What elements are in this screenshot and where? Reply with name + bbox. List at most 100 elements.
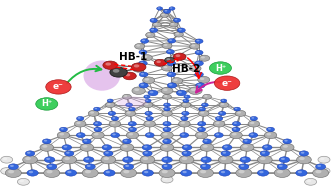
Circle shape [167,83,177,88]
Circle shape [236,168,252,177]
Circle shape [123,145,128,148]
Circle shape [95,128,99,130]
Circle shape [296,170,307,176]
Circle shape [134,64,139,67]
Circle shape [84,140,87,142]
Circle shape [224,146,227,148]
Circle shape [162,157,172,163]
Circle shape [317,165,321,167]
Circle shape [42,145,47,148]
Circle shape [299,157,305,160]
Circle shape [177,28,185,33]
Circle shape [46,158,50,160]
Circle shape [216,133,219,135]
Circle shape [184,95,190,98]
Circle shape [176,33,179,35]
Circle shape [198,76,210,83]
Circle shape [197,168,213,177]
Circle shape [168,50,171,52]
Circle shape [189,87,202,94]
Circle shape [47,164,57,170]
Circle shape [66,152,70,154]
Circle shape [145,133,154,138]
Circle shape [164,103,170,107]
Circle shape [103,61,118,69]
Circle shape [147,33,151,35]
Circle shape [199,107,205,111]
Circle shape [259,171,264,173]
Circle shape [5,168,21,177]
Circle shape [90,112,94,114]
Circle shape [123,139,131,144]
Circle shape [217,117,219,119]
Circle shape [111,116,119,121]
Circle shape [196,83,205,88]
Circle shape [171,23,174,25]
Circle shape [162,14,165,15]
Circle shape [180,133,189,138]
Circle shape [199,122,202,124]
Circle shape [320,169,325,171]
Circle shape [182,171,187,173]
Circle shape [181,102,191,108]
Circle shape [195,72,203,77]
Circle shape [279,165,283,167]
Circle shape [196,62,199,64]
Circle shape [76,116,84,121]
Circle shape [64,157,70,160]
Circle shape [198,110,209,116]
Text: H⁺: H⁺ [41,99,52,108]
Circle shape [95,108,97,109]
Circle shape [126,132,139,139]
Circle shape [219,102,228,108]
Circle shape [178,91,182,93]
Circle shape [201,103,208,107]
Circle shape [260,151,270,156]
Circle shape [201,157,211,163]
Circle shape [169,39,172,41]
Circle shape [87,165,91,167]
Circle shape [168,39,176,43]
Circle shape [165,57,175,63]
Circle shape [1,168,13,174]
Circle shape [264,146,268,148]
Circle shape [162,65,172,71]
Circle shape [198,122,206,126]
Circle shape [104,146,107,148]
Circle shape [222,152,226,154]
Circle shape [203,145,208,148]
Circle shape [192,66,196,69]
Circle shape [165,108,167,109]
Circle shape [176,90,186,96]
Circle shape [277,164,287,170]
Circle shape [94,122,102,126]
Circle shape [279,157,290,163]
Circle shape [102,145,112,150]
Circle shape [200,144,214,151]
Circle shape [63,146,67,148]
Circle shape [111,133,120,138]
Circle shape [250,116,258,121]
Circle shape [85,164,95,170]
Circle shape [169,22,178,27]
Circle shape [139,50,147,54]
Circle shape [199,128,202,130]
Circle shape [44,168,60,177]
Circle shape [179,29,182,30]
Circle shape [144,95,150,98]
Circle shape [239,164,249,170]
Circle shape [235,108,237,109]
Circle shape [131,63,146,71]
Circle shape [175,54,180,57]
Circle shape [107,103,111,105]
Circle shape [318,156,330,163]
Ellipse shape [84,60,120,91]
Circle shape [150,91,154,93]
Circle shape [235,110,246,116]
Circle shape [3,157,7,160]
Circle shape [183,103,186,105]
Circle shape [232,133,237,136]
Circle shape [203,104,205,105]
Circle shape [113,117,115,119]
Circle shape [104,151,113,156]
